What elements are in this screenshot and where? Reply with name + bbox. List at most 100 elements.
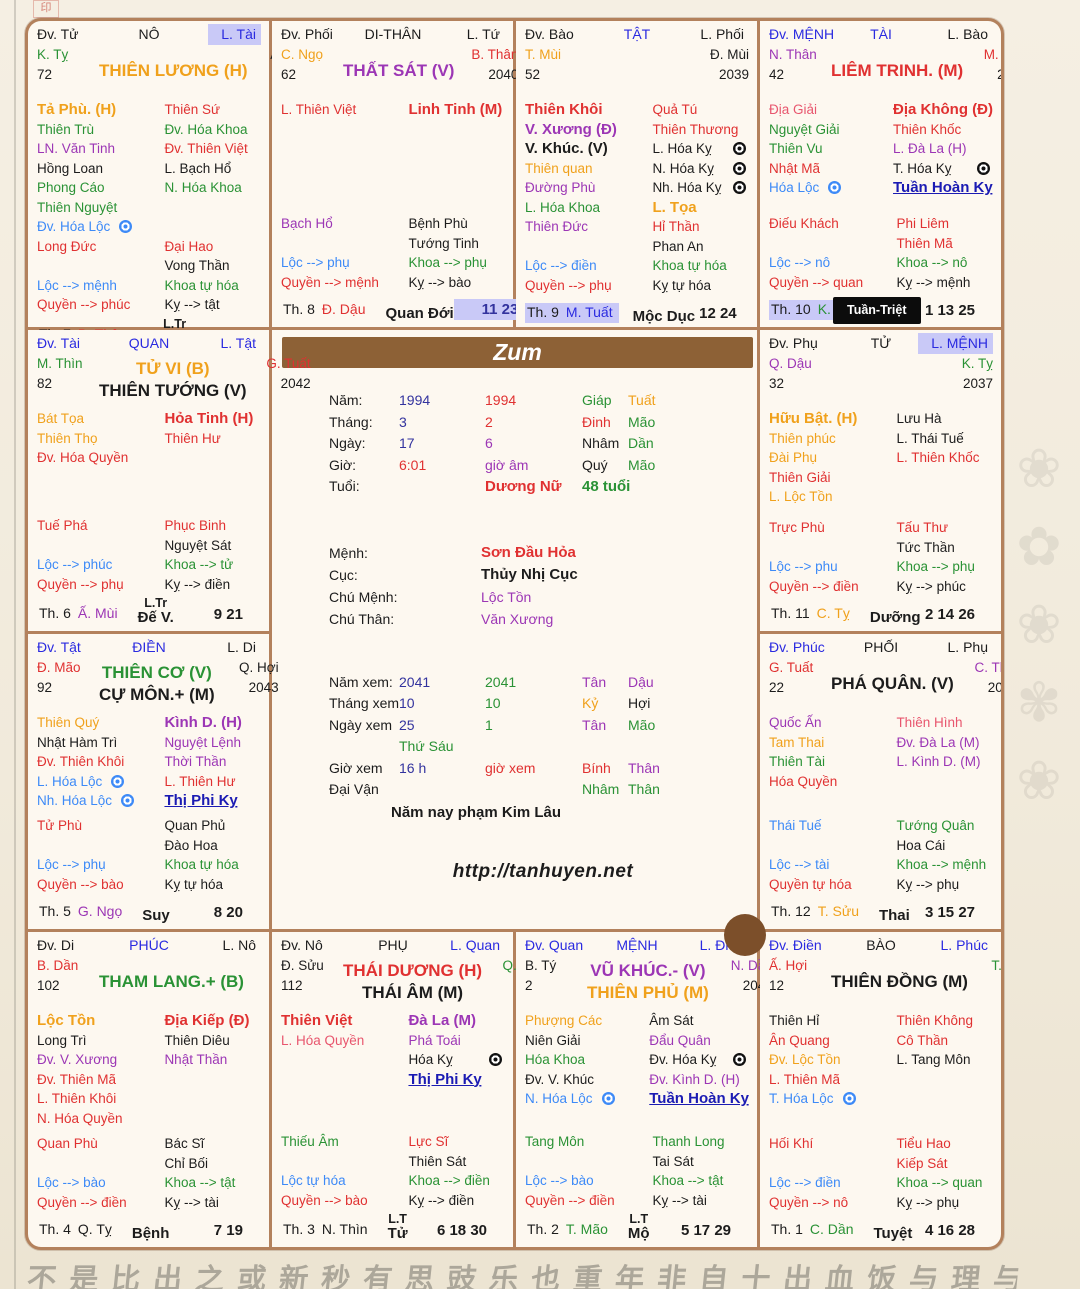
quyen-transform: Quyền --> phụ (525, 277, 612, 293)
palace-lastline: Th. 4 Q. Tỵ Bệnh 7 19 (37, 1214, 261, 1242)
palace-cell-m-nh[interactable]: Đv. Quan MỆNH L. Điền B. Tý 2 VŨ KHÚC.- … (516, 932, 773, 1247)
palace-header: Đv. Bào TẬT L. Phối (525, 24, 749, 45)
info-value: Chú Thân: (329, 610, 395, 627)
star-item: Thiên Hỉ (769, 1013, 820, 1028)
canchi-right: G. Tuất (266, 356, 311, 371)
canchi-left: Đ. Sửu (281, 958, 324, 973)
palace-lastline: Th. 1 C. Dần Tuyệt 4 16 28 (769, 1214, 993, 1242)
main-star: THAM LANG.+ (B) (99, 972, 244, 991)
daivan-palace-label: Đv. Tử (37, 26, 79, 42)
palace-cell-t-t[interactable]: Đv. Bào TẬT L. Phối T. Mùi 52 Đ. Mùi 203… (516, 21, 757, 327)
palace-cell-di-th-n[interactable]: Đv. Phối DI-THÂN L. Tứ C. Ngọ 62 THẤT SÁ… (272, 21, 531, 327)
palace-header: Đv. Tật ĐIỀN L. Di (37, 637, 261, 658)
footer-star: Tiểu Hao (896, 1136, 951, 1151)
quyen-transform: Quyền --> mệnh (281, 274, 379, 290)
star-item: L. Thiên Mã (769, 1071, 841, 1087)
palace-cell-ph-c[interactable]: Đv. Di PHÚC L. Nô B. Dần 102 THAM LANG.+… (28, 932, 308, 1247)
birth-row: Giờ: 6:01 giờ âm Quý Mão (329, 455, 757, 477)
star-item: Bát Tọa (37, 411, 85, 426)
cycle-numbers: 4 16 28 (924, 1222, 975, 1239)
palace-footer: Bạch Hổ Bệnh Phù Tướng Tinh Lộc --> phụ Khoa… (281, 214, 505, 292)
center-panel: Zum Năm: 1994 1994 Giáp Tuất Tháng: 3 2 Đinh Mão N… (272, 330, 757, 929)
minor-stars: Thiên Việt L. Hóa Quyền Đà La (M) Phá Toái… (281, 1008, 505, 1132)
site-url[interactable]: http://tanhuyen.net (452, 860, 634, 882)
ky-transform: Kỵ tự hóa (164, 876, 224, 892)
quyen-transform: Quyền --> phụ (37, 576, 124, 592)
stage-block: L.T Mộ (628, 1213, 650, 1242)
palace-cell-t-[interactable]: Đv. Phụ TỬ L. MỆNH Q. Dậu 32 K. Tỵ 2037 … (760, 330, 1001, 631)
stars-left-column: Thiên Hỉ Ân Quang Đv. Lộc Tồn L. Thiên Mã T.… (769, 1011, 896, 1109)
stars-left-column: Lộc Tồn Long Trì Đv. V. Xương Đv. Thiên Mã L… (37, 1011, 164, 1128)
canchi-right: Đ. Mùi (709, 47, 749, 62)
info-value: 1994 (485, 392, 517, 408)
menh-row: Mệnh: Sơn Đầu Hỏa (329, 542, 757, 564)
main-star: THÁI DƯƠNG (H) (343, 961, 483, 980)
luu-palace-label: L. Phụ (947, 639, 988, 655)
cycle-numbers: 3 15 27 (924, 904, 975, 921)
loc-transform: Lộc --> phúc (37, 557, 113, 572)
cycle-numbers: 9 21 (213, 606, 243, 623)
info-value: Dương Nữ (485, 478, 562, 495)
palace-cell-b-o[interactable]: Đv. Điền BÀO L. Phúc Ấ. Hợi 12 THIÊN ĐỒN… (760, 932, 1001, 1247)
quyen-transform: Quyền --> bào (281, 1192, 368, 1208)
blossom-artwork: ❀✿❀✾❀ (1016, 439, 1062, 811)
footer-star: Trực Phù (769, 520, 825, 535)
star-item: Phượng Các (525, 1013, 603, 1028)
stage-block: Tuyệt (873, 1225, 912, 1242)
info-value: 17 (399, 435, 415, 451)
footer-star: Hoa Cái (896, 837, 946, 853)
tuan-triet-badge: Tuần-Triệt (833, 297, 921, 324)
year-number: 2047 (968, 976, 1001, 996)
star-item: Nhật Thần (164, 1052, 228, 1067)
palace-header: Đv. MỆNH TÀI L. Bào (769, 24, 993, 45)
khoa-transform: Khoa tự hóa (164, 857, 239, 872)
star-item: Nh. Hóa Lộc (37, 791, 164, 811)
zoom-bar[interactable]: Zum (282, 337, 753, 368)
cycle-numbers: 2 14 26 (924, 606, 975, 623)
canchi-left: Đ. Mão (37, 660, 81, 675)
stars-right-column: Kình D. (H) Nguyệt Lệnh Thời Thần L. Thiên … (164, 713, 261, 811)
palace-subheader: N. Thân 42 LIÊM TRINH. (M) M. Ngọ 2038 (769, 45, 1001, 97)
palace-lastline: Th. 10K. Hợi 1 13 25 Tuần-Triệt (769, 294, 993, 324)
stage-extra: L.Tr (144, 596, 168, 610)
star-item: Địa Kiếp (Đ) (164, 1012, 250, 1029)
info-value: Ngày: (329, 435, 366, 451)
stage-block: Dưỡng (870, 609, 921, 626)
info-value: 6:01 (399, 456, 427, 473)
daivan-palace-label: Đv. Bào (525, 26, 574, 42)
star-item: Phá Toái (408, 1032, 461, 1048)
main-star: TỬ VI (B) (136, 359, 210, 378)
palace-cell--i-n[interactable]: Đv. Tật ĐIỀN L. Di Đ. Mão 92 THIÊN CƠ (V… (28, 634, 279, 929)
hoa-ring-icon (732, 161, 746, 175)
star-item: L. Thiên Hư (164, 773, 236, 789)
palace-footer: Long Đức Đại Hao Vong Thần Lộc --> mệnh Khoa… (37, 237, 261, 315)
footer-star: Bệnh Phù (408, 216, 468, 231)
loc-transform: Lộc --> tài (769, 857, 830, 872)
star-item: Đv. Thiên Khôi (37, 754, 125, 769)
stage-block: L.Tr Đế V. (138, 596, 174, 626)
star-item: L. Bạch Hổ (164, 160, 232, 176)
info-value: 48 tuổi (582, 478, 631, 495)
stars-left-column: L. Thiên Việt (281, 100, 408, 120)
loc-transform: Lộc --> phu (769, 559, 838, 574)
star-item: Hóa Lộc (769, 178, 893, 198)
star-item: Địa Giải (769, 102, 818, 117)
footer-star: Tai Sát (652, 1153, 694, 1169)
lifecycle-stage: Dưỡng (869, 609, 921, 626)
footer-star: Chỉ Bối (164, 1155, 208, 1171)
star-item: Thiên Việt (281, 1012, 353, 1029)
stars-left-column: Phượng Các Niên Giải Hóa Khoa Đv. V. Khúc N.… (525, 1011, 649, 1109)
month-and-chi: Th. 9 M. Tuất (525, 303, 619, 323)
daivan-age: 42 (769, 67, 785, 82)
star-item: Long Trì (37, 1032, 87, 1048)
info-value: giờ xem (485, 759, 536, 776)
palace-cell-t-i[interactable]: Đv. MỆNH TÀI L. Bào N. Thân 42 LIÊM TRIN… (760, 21, 1001, 327)
palace-cell-quan[interactable]: Đv. Tài QUAN L. Tật M. Thìn 82 TỬ VI (B)… (28, 330, 311, 631)
palace-cell-ph-[interactable]: Đv. Nô PHỤ L. Quan Đ. Sửu 112 THÁI DƯƠNG… (272, 932, 546, 1247)
minor-stars: Quốc Ấn Tam Thai Thiên Tài Hóa Quyền Thiên … (769, 710, 993, 816)
palace-cell-n-[interactable]: Đv. Tử NÔ L. Tài K. Tỵ 72 THIÊN LƯƠNG (H… (28, 21, 312, 347)
luu-palace-label: L. Nô (222, 937, 256, 953)
khoa-transform: Khoa --> tật (652, 1173, 724, 1188)
month-and-chi: Th. 1 C. Dần (771, 1221, 854, 1237)
palace-cell-ph-i[interactable]: Đv. Phúc PHỐI L. Phụ G. Tuất 22 PHÁ QUÂN… (760, 634, 1001, 929)
